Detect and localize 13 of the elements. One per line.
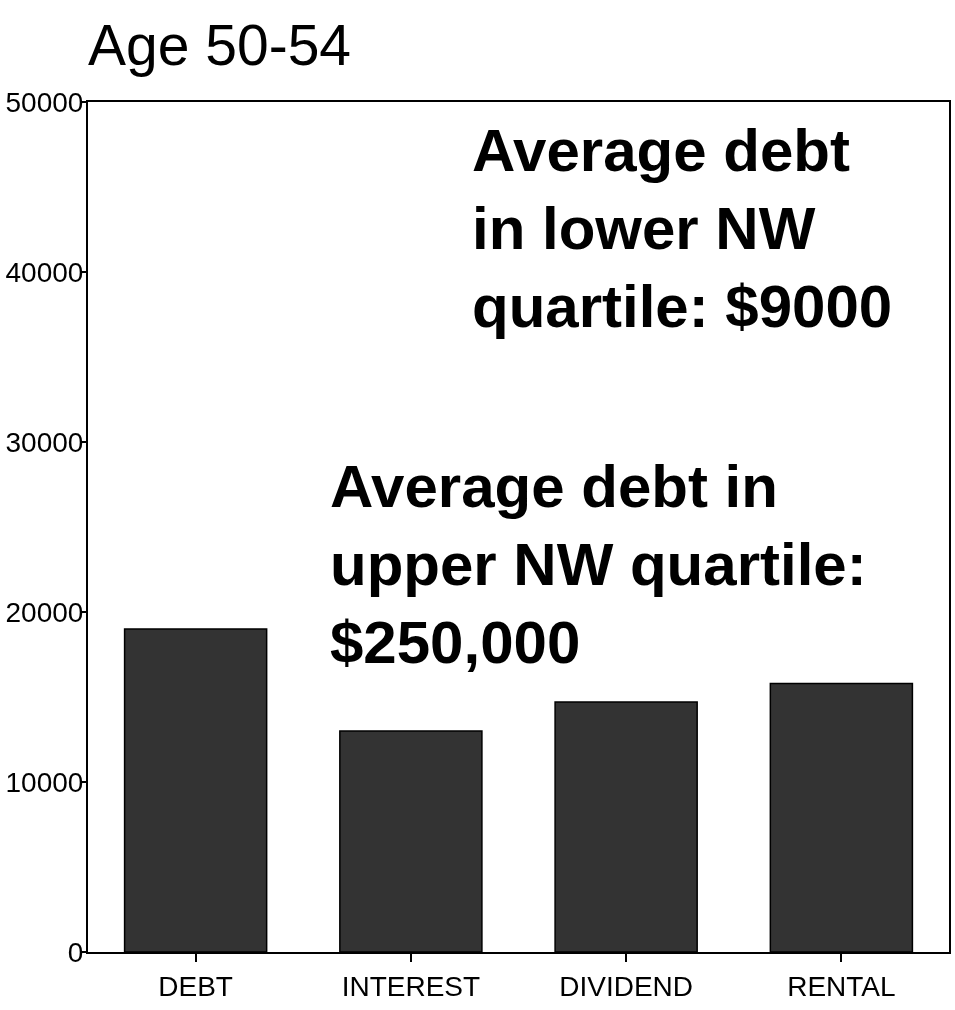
x-tick-label: DEBT [158,970,233,1002]
y-tick-label: 30000 [5,426,84,458]
chart-title: Age 50-54 [88,13,352,78]
annotation: Average debt in lower NW quartile: $9000 [472,117,893,340]
y-tick-label: 50000 [5,86,84,118]
y-tick-label: 0 [67,936,84,968]
y-tick-label: 40000 [5,256,84,288]
x-tick-label: DIVIDEND [559,970,694,1002]
x-tick-label: INTEREST [341,970,481,1002]
y-tick-label: 10000 [5,766,84,798]
y-tick-label: 20000 [5,596,84,628]
annotation: Average debt in upper NW quartile: $250,000 [330,453,867,676]
x-tick-label: RENTAL [787,970,896,1002]
